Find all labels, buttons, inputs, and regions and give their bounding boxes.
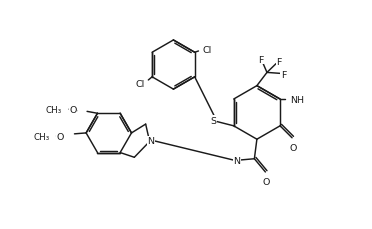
Text: S: S: [210, 116, 216, 125]
Text: Cl: Cl: [202, 46, 212, 55]
Text: Cl: Cl: [135, 79, 145, 88]
Text: O: O: [69, 105, 77, 114]
Text: N: N: [148, 136, 154, 146]
Text: N: N: [234, 156, 241, 165]
Text: O: O: [290, 144, 297, 153]
Text: CH₃: CH₃: [46, 105, 62, 114]
Text: O: O: [57, 132, 64, 141]
Text: F: F: [280, 71, 286, 80]
Text: O: O: [263, 177, 270, 186]
Text: CH₃: CH₃: [33, 132, 49, 141]
Text: NH: NH: [291, 95, 304, 104]
Text: F: F: [276, 58, 282, 67]
Text: F: F: [259, 55, 264, 64]
